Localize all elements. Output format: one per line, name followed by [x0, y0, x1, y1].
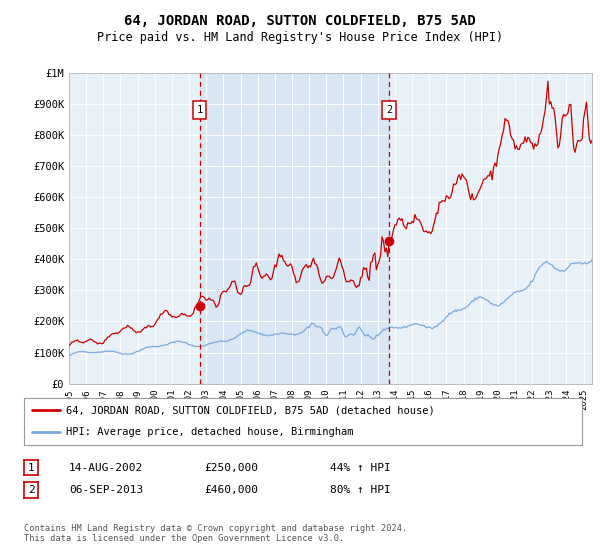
Text: 1: 1: [197, 105, 203, 115]
Text: 2: 2: [386, 105, 392, 115]
Text: 64, JORDAN ROAD, SUTTON COLDFIELD, B75 5AD (detached house): 64, JORDAN ROAD, SUTTON COLDFIELD, B75 5…: [66, 405, 434, 416]
Text: HPI: Average price, detached house, Birmingham: HPI: Average price, detached house, Birm…: [66, 427, 353, 437]
Text: Price paid vs. HM Land Registry's House Price Index (HPI): Price paid vs. HM Land Registry's House …: [97, 31, 503, 44]
Text: £250,000: £250,000: [204, 463, 258, 473]
Text: Contains HM Land Registry data © Crown copyright and database right 2024.
This d: Contains HM Land Registry data © Crown c…: [24, 524, 407, 543]
Text: 64, JORDAN ROAD, SUTTON COLDFIELD, B75 5AD: 64, JORDAN ROAD, SUTTON COLDFIELD, B75 5…: [124, 14, 476, 28]
Text: 80% ↑ HPI: 80% ↑ HPI: [330, 485, 391, 495]
Text: £460,000: £460,000: [204, 485, 258, 495]
Bar: [200, 73, 389, 384]
Text: 14-AUG-2002: 14-AUG-2002: [69, 463, 143, 473]
Text: 44% ↑ HPI: 44% ↑ HPI: [330, 463, 391, 473]
Text: 06-SEP-2013: 06-SEP-2013: [69, 485, 143, 495]
Text: 2: 2: [28, 485, 35, 495]
Text: 1: 1: [28, 463, 35, 473]
